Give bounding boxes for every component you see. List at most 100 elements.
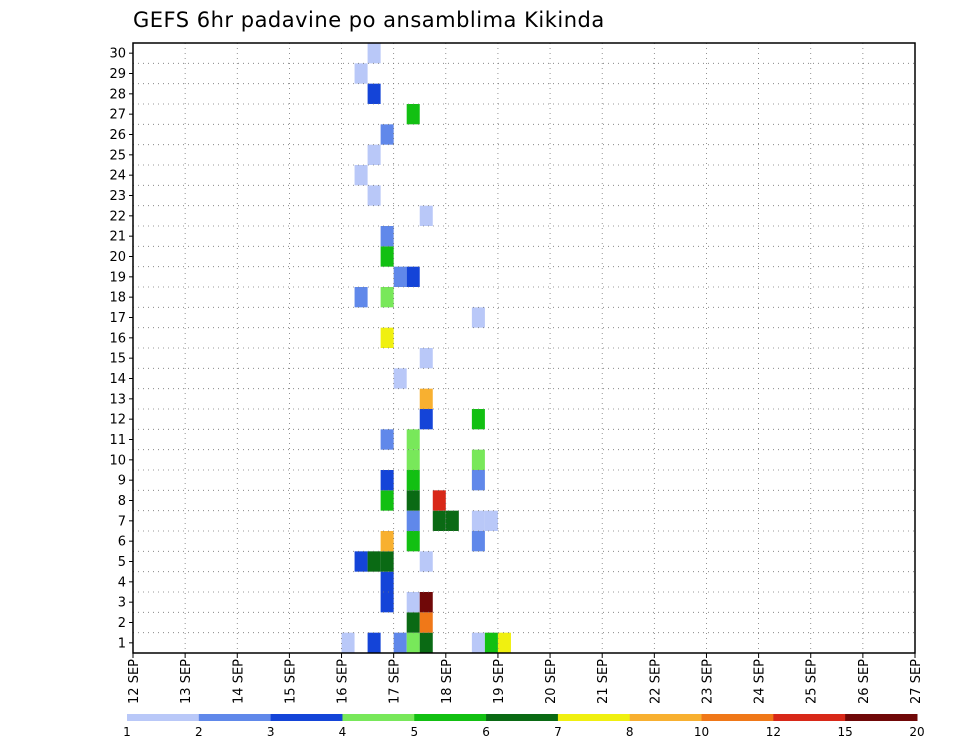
heatmap-cell-55 [367,83,381,104]
colorbar-label: 10 [694,725,709,739]
heatmap-cell-29 [380,470,394,491]
colorbar-label: 15 [838,725,853,739]
heatmap-cell-42 [471,307,485,328]
x-tick-label: 12 SEP [127,659,142,704]
heatmap-cell-43 [354,287,368,308]
heatmap-cell-11 [406,592,420,613]
heatmap-cell-26 [380,490,394,511]
x-tick-label: 24 SEP [753,659,768,704]
heatmap-cells [341,43,511,653]
y-tick-label: 15 [109,352,126,367]
y-tick-label: 28 [109,87,126,102]
y-tick-label: 12 [109,413,126,428]
y-tick-label: 3 [118,596,126,611]
colorbar-swatch [557,714,631,721]
y-tick-label: 20 [109,250,126,265]
heatmap-cell-46 [406,266,420,287]
heatmap-cell-17 [419,551,433,572]
x-tick-label: 20 SEP [544,659,559,704]
colorbar-label: 1 [123,725,131,739]
heatmap-cell-5 [471,632,485,653]
heatmap-cell-32 [406,449,420,470]
y-tick-label: 14 [109,372,126,387]
y-tick-label: 30 [109,47,126,62]
heatmap-cell-16 [380,551,394,572]
colorbar-swatch [701,714,774,721]
heatmap-cell-20 [471,531,485,552]
y-tick-label: 26 [109,128,126,143]
colorbar-swatch [414,714,487,721]
x-tick-label: 16 SEP [336,659,351,704]
y-tick-label: 1 [118,636,126,651]
heatmap-cell-10 [380,592,394,613]
heatmap-cell-52 [367,144,381,165]
heatmap-cell-44 [380,287,394,308]
heatmap-cell-19 [406,531,420,552]
y-tick-label: 9 [118,474,126,489]
y-tick-label: 2 [118,616,126,631]
colorbar-swatch [629,714,703,721]
heatmap-cell-2 [393,632,407,653]
heatmap-cell-41 [380,327,394,348]
y-tick-label: 23 [109,189,126,204]
y-tick-label: 22 [109,209,126,224]
colorbar-swatch [270,714,343,721]
y-tick-label: 6 [118,535,126,550]
colorbar-swatch [486,714,559,721]
heatmap-cell-28 [432,490,446,511]
heatmap-cell-37 [471,409,485,430]
heatmap-cell-22 [432,510,446,531]
heatmap-cell-6 [484,632,498,653]
x-tick-label: 25 SEP [805,659,820,704]
heatmap-cell-40 [419,348,433,369]
colorbar-label: 12 [766,725,781,739]
x-tick-label: 14 SEP [231,659,246,704]
heatmap-cell-9 [419,612,433,633]
heatmap-cell-13 [380,571,394,592]
gridlines [132,42,916,653]
colorbar-label: 7 [554,725,562,739]
heatmap-cell-23 [445,510,459,531]
heatmap-cell-15 [367,551,381,572]
x-tick-label: 17 SEP [388,659,403,704]
y-tick-label: 17 [109,311,126,326]
heatmap-cell-18 [380,531,394,552]
heatmap-cell-39 [393,368,407,389]
heatmap-cell-4 [419,632,433,653]
heatmap-cell-27 [406,490,420,511]
heatmap-cell-36 [419,409,433,430]
x-tick-label: 19 SEP [492,659,507,704]
colorbar-label: 5 [410,725,418,739]
x-tick-label: 18 SEP [440,659,455,704]
y-tick-label: 27 [109,108,126,123]
y-tick-label: 10 [109,453,126,468]
heatmap-cell-54 [406,104,420,125]
heatmap-cell-14 [354,551,368,572]
x-tick-label: 15 SEP [283,659,298,704]
y-tick-label: 16 [109,331,126,346]
x-tick-label: 22 SEP [648,659,663,704]
colorbar-swatch [845,714,918,721]
y-tick-label: 25 [109,148,126,163]
y-tick-label: 18 [109,291,126,306]
heatmap-cell-1 [367,632,381,653]
colorbar-swatch [342,714,415,721]
heatmap-cell-24 [471,510,485,531]
heatmap-cell-0 [341,632,355,653]
heatmap-cell-34 [380,429,394,450]
heatmap-cell-21 [406,510,420,531]
colorbar-label: 4 [339,725,347,739]
colorbar: 1 2 3 4 5 6 7 8 10 12 15 20 [123,714,925,739]
y-tick-label: 19 [109,270,126,285]
heatmap-cell-3 [406,632,420,653]
heatmap-cell-31 [471,470,485,491]
x-tick-label: 23 SEP [700,659,715,704]
x-tick-label: 13 SEP [179,659,194,704]
x-tick-label: 21 SEP [596,659,611,704]
y-tick-label: 13 [109,392,126,407]
heatmap-cell-45 [393,266,407,287]
heatmap-cell-49 [419,205,433,226]
x-axis: 12 SEP 13 SEP 14 SEP 15 SEP 16 SEP 17 SEP 18 S… [127,653,924,704]
colorbar-swatch [127,714,200,721]
